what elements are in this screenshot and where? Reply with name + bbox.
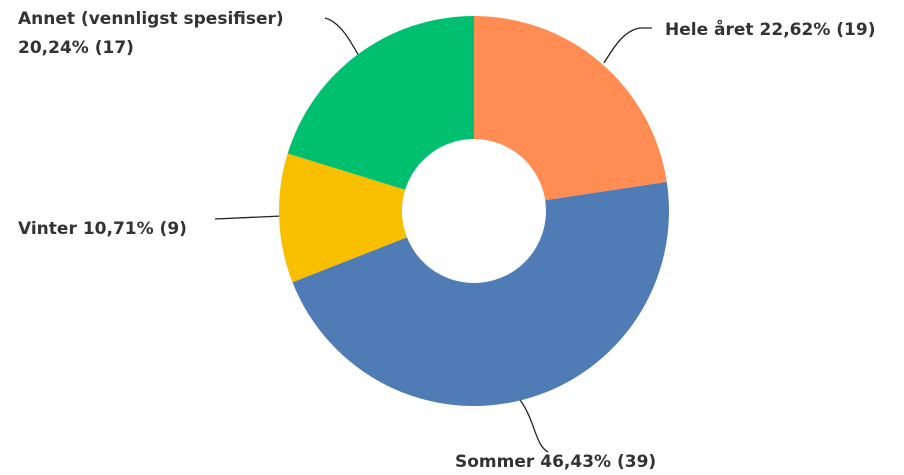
- slice-label: Sommer 46,43% (39): [455, 452, 656, 472]
- donut-slice: [292, 181, 669, 407]
- leader-line: [603, 27, 652, 64]
- leader-line: [324, 17, 361, 59]
- slice-label: Vinter 10,71% (9): [18, 219, 187, 239]
- leader-line: [214, 215, 283, 220]
- slice-name: Sommer: [455, 452, 535, 472]
- slice-name: Vinter: [18, 219, 77, 239]
- donut-slice: [287, 16, 474, 190]
- donut-slice: [279, 153, 407, 283]
- slice-name: Hele året: [665, 18, 754, 40]
- slice-value-label: 46,43% (39): [540, 452, 656, 472]
- slice-value-label: 22,62% (19): [760, 20, 876, 40]
- donut-slice: [474, 16, 667, 201]
- slice-value-label: 10,71% (9): [83, 219, 187, 239]
- slice-value-label: 20,24% (17): [18, 38, 134, 58]
- slice-label: Hele året 22,62% (19): [665, 18, 875, 40]
- slice-label: Annet (vennligst spesifiser): [18, 9, 284, 29]
- leader-line: [519, 399, 549, 453]
